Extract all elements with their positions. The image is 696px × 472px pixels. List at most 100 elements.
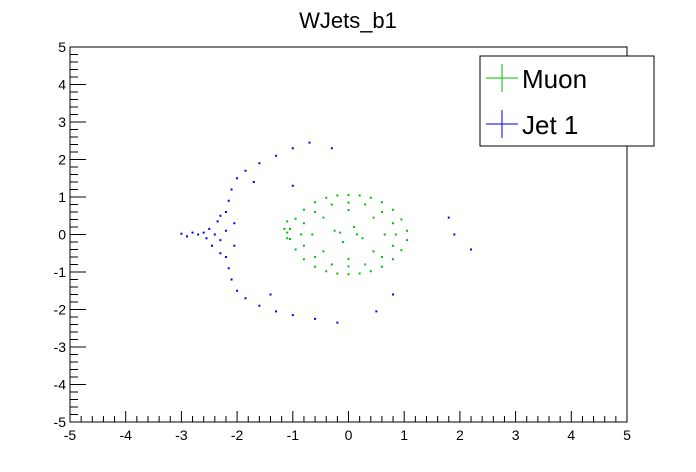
scatter-point	[358, 272, 361, 275]
scatter-point	[353, 226, 356, 228]
scatter-point	[191, 231, 194, 234]
scatter-point	[286, 220, 289, 223]
scatter-point	[333, 229, 336, 232]
scatter-point	[336, 194, 339, 197]
y-tick-label: -1	[54, 264, 67, 280]
scatter-point	[453, 233, 456, 236]
chart-title: WJets_b1	[299, 8, 397, 33]
scatter-point	[230, 278, 233, 281]
scatter-point	[275, 154, 278, 157]
y-tick-label: 3	[58, 114, 66, 130]
scatter-point	[216, 220, 219, 223]
scatter-point	[369, 270, 372, 273]
scatter-point	[347, 194, 350, 197]
scatter-point	[361, 237, 364, 240]
y-tick-label: -4	[54, 377, 67, 393]
x-tick-label: 2	[456, 427, 464, 443]
scatter-point	[219, 252, 222, 255]
legend-label-jet-1: Jet 1	[522, 110, 578, 140]
scatter-point	[211, 244, 214, 247]
scatter-point	[347, 201, 350, 204]
y-tick-label: 2	[58, 152, 66, 168]
scatter-point	[224, 211, 227, 213]
scatter-point	[291, 147, 294, 150]
scatter-point	[405, 229, 408, 232]
scatter-point	[291, 184, 294, 187]
y-tick-label: 5	[58, 39, 66, 55]
scatter-point	[380, 256, 383, 258]
scatter-point	[336, 321, 339, 324]
x-tick-label: 0	[345, 427, 353, 443]
scatter-point	[311, 233, 314, 236]
scatter-point	[394, 233, 397, 236]
x-tick-label: -1	[287, 427, 300, 443]
x-tick-label: 5	[623, 427, 631, 443]
x-tick-label: 3	[512, 427, 520, 443]
scatter-point	[252, 181, 255, 183]
scatter-point	[302, 258, 305, 261]
scatter-point	[244, 297, 247, 300]
scatter-point	[392, 293, 395, 296]
scatter-point	[358, 194, 361, 197]
scatter-point	[325, 270, 328, 273]
scatter-point	[364, 263, 367, 266]
scatter-point	[230, 188, 233, 191]
scatter-point	[269, 293, 272, 296]
scatter-point	[336, 272, 339, 275]
scatter-point	[224, 229, 227, 232]
x-tick-label: -5	[64, 427, 77, 443]
scatter-point	[330, 147, 333, 150]
scatter-point	[208, 227, 211, 230]
scatter-point	[447, 216, 450, 219]
scatter-point	[308, 141, 311, 144]
scatter-point	[347, 265, 350, 268]
scatter-point	[322, 216, 325, 219]
scatter-point	[302, 244, 305, 247]
legend-box	[479, 55, 655, 147]
scatter-point	[233, 222, 236, 225]
scatter-point	[339, 231, 342, 234]
scatter-point	[364, 203, 367, 206]
y-tick-label: -3	[54, 339, 67, 355]
scatter-point	[375, 310, 378, 313]
scatter-point	[392, 244, 395, 247]
scatter-point	[219, 239, 222, 242]
scatter-point	[355, 233, 358, 236]
x-tick-label: -2	[231, 427, 244, 443]
scatter-point	[314, 201, 317, 204]
scatter-point	[275, 310, 278, 313]
scatter-point	[213, 233, 216, 236]
scatter-point	[224, 256, 227, 258]
scatter-point	[470, 248, 473, 251]
scatter-point	[283, 227, 286, 230]
scatter-point	[258, 162, 261, 165]
scatter-point	[405, 239, 408, 242]
scatter-point	[330, 203, 333, 206]
scatter-point	[314, 256, 317, 258]
scatter-point	[341, 241, 344, 243]
y-tick-label: -5	[54, 414, 67, 430]
scatter-point	[197, 233, 200, 236]
scatter-point	[380, 211, 383, 213]
scatter-point	[314, 265, 317, 268]
scatter-point	[380, 201, 383, 204]
scatter-point	[322, 250, 325, 253]
y-axis: -5 -4 -3 -2 -1 0 1 2 3 4 5	[54, 39, 86, 430]
series-muon	[283, 194, 408, 276]
legend: Muon Jet 1	[479, 55, 655, 147]
scatter-point	[205, 237, 208, 240]
scatter-point	[185, 235, 188, 238]
scatter-point	[180, 232, 183, 235]
scatter-point	[347, 273, 350, 276]
scatter-point	[227, 199, 230, 202]
scatter-point	[294, 217, 297, 220]
series-layer	[180, 141, 473, 324]
scatter-point	[219, 214, 222, 217]
scatter-point	[392, 208, 395, 211]
scatter-point	[300, 233, 303, 236]
scatter-point	[392, 258, 395, 261]
scatter-point	[291, 314, 294, 317]
scatter-point	[372, 250, 375, 253]
legend-entry-jet-1: Jet 1	[486, 110, 578, 140]
y-tick-label: 4	[58, 77, 66, 93]
